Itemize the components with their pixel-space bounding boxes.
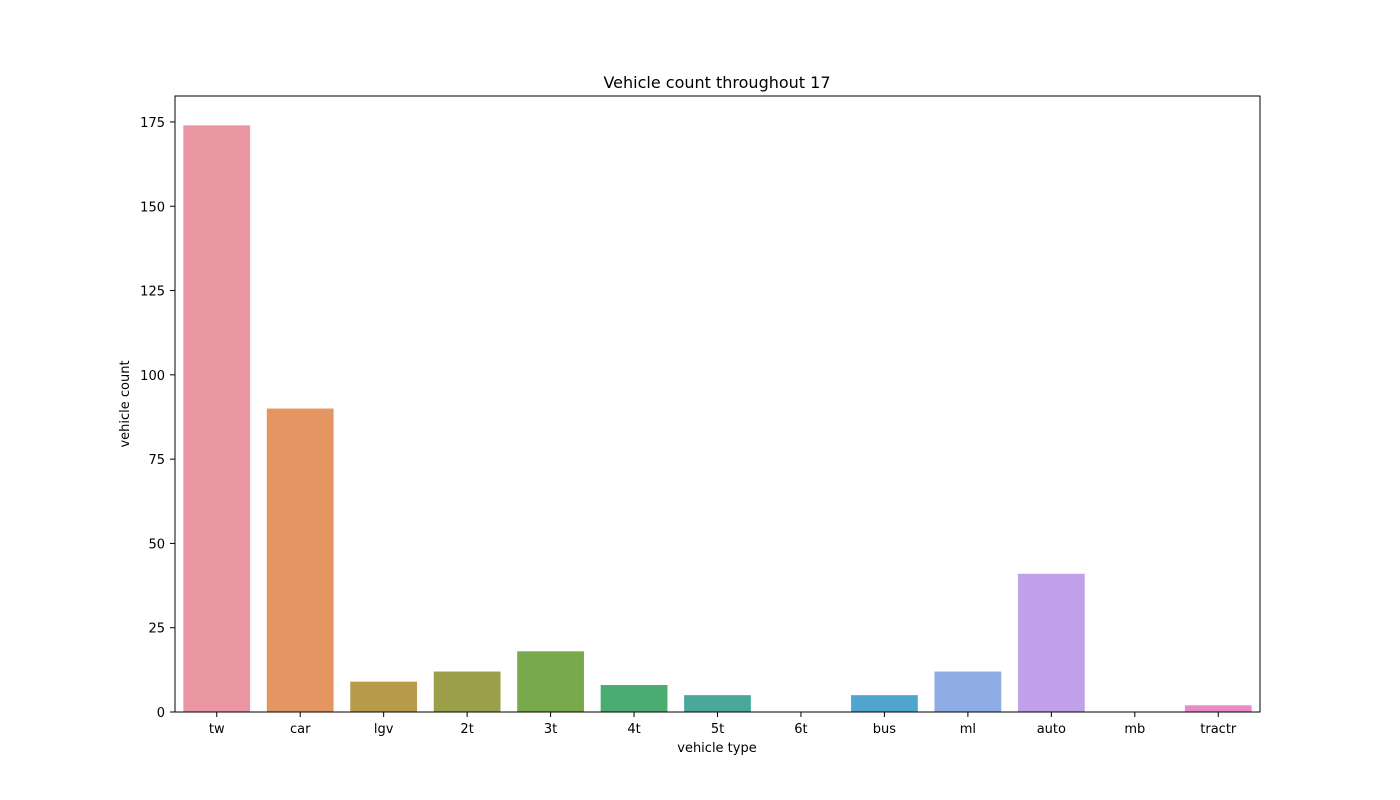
bar-lgv bbox=[350, 681, 418, 712]
bar-tractr bbox=[1184, 705, 1252, 712]
x-tick-label-lgv: lgv bbox=[374, 722, 394, 737]
bar-bus bbox=[851, 695, 918, 712]
x-tick-label-tw: tw bbox=[209, 722, 225, 737]
x-tick-label-4t: 4t bbox=[627, 722, 640, 737]
y-tick-label-25: 25 bbox=[148, 622, 165, 637]
x-tick-label-2t: 2t bbox=[460, 722, 473, 737]
x-tick-label-3t: 3t bbox=[544, 722, 557, 737]
bar-ml bbox=[934, 671, 1002, 712]
bar-3t bbox=[517, 651, 584, 712]
x-tick-label-6t: 6t bbox=[794, 722, 807, 737]
y-tick-label-0: 0 bbox=[157, 706, 165, 721]
bars-group bbox=[183, 125, 1252, 713]
y-axis-title: vehicle count bbox=[118, 360, 133, 447]
y-tick-label-75: 75 bbox=[148, 453, 165, 468]
x-tick-label-car: car bbox=[290, 722, 311, 737]
x-tick-label-5t: 5t bbox=[711, 722, 724, 737]
bar-auto bbox=[1017, 573, 1085, 712]
x-tick-label-tractr: tractr bbox=[1200, 722, 1237, 737]
bar-tw bbox=[183, 125, 251, 713]
y-tick-label-175: 175 bbox=[140, 116, 165, 131]
chart-title: Vehicle count throughout 17 bbox=[603, 73, 830, 92]
y-axis-ticks: 0 25 50 75 100 125 150 175 bbox=[140, 116, 175, 721]
bar-5t bbox=[684, 695, 751, 712]
plot-frame bbox=[174, 95, 1261, 713]
x-tick-label-auto: auto bbox=[1037, 722, 1066, 737]
bar-4t bbox=[600, 685, 668, 712]
x-axis-ticks: tw car lgv 2t 3t 4t 5t 6t bus ml auto mb tractr bbox=[209, 712, 1237, 737]
bar-2t bbox=[433, 671, 501, 712]
y-tick-label-50: 50 bbox=[148, 537, 165, 552]
x-axis-title: vehicle type bbox=[677, 741, 756, 756]
y-tick-label-125: 125 bbox=[140, 285, 165, 300]
x-tick-label-mb: mb bbox=[1124, 722, 1145, 737]
y-tick-label-100: 100 bbox=[140, 369, 165, 384]
y-tick-label-150: 150 bbox=[140, 200, 165, 215]
x-tick-label-ml: ml bbox=[960, 722, 976, 737]
bar-car bbox=[266, 408, 334, 712]
x-tick-label-bus: bus bbox=[873, 722, 896, 737]
